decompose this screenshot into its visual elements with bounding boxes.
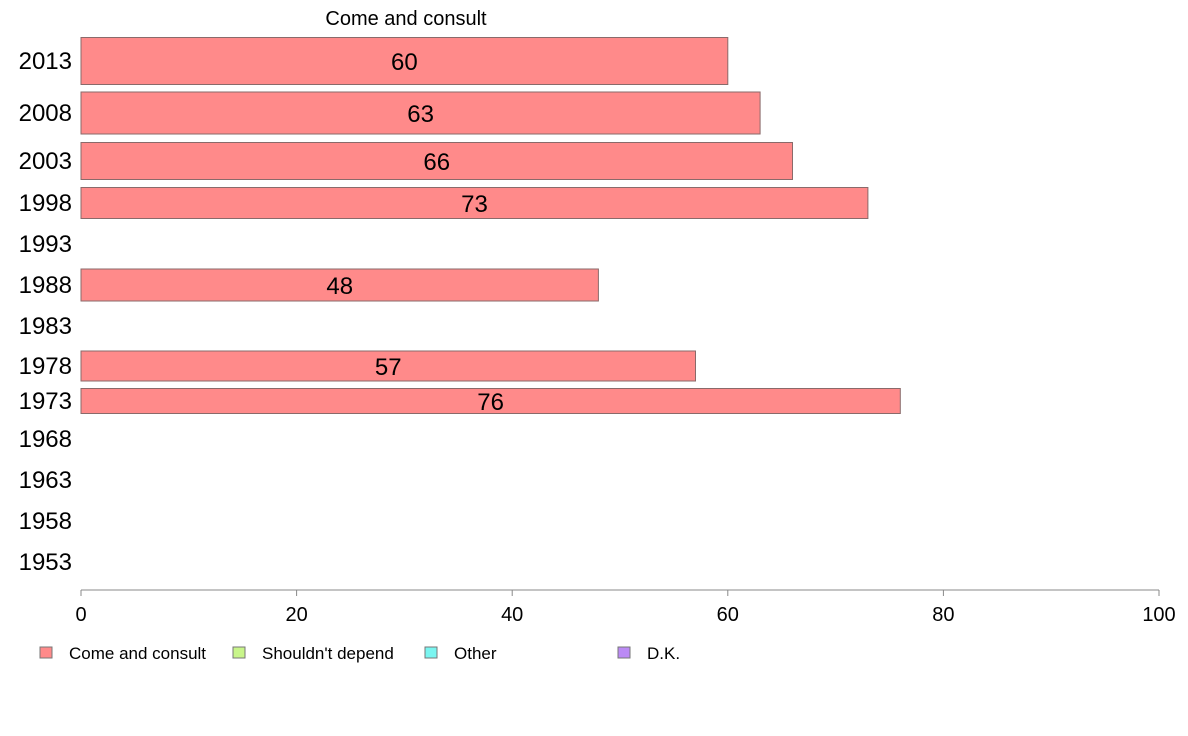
y-tick-label: 1953 bbox=[19, 549, 72, 576]
bar bbox=[80, 142, 793, 180]
y-tick-label: 1963 bbox=[19, 467, 72, 494]
bar bbox=[80, 268, 599, 302]
panel-title: Come and consult bbox=[325, 8, 487, 30]
y-tick-label: 1968 bbox=[19, 426, 72, 453]
legend-label: Come and consult bbox=[69, 644, 206, 663]
x-tick-label: 80 bbox=[932, 604, 954, 626]
y-tick-label: 1973 bbox=[19, 388, 72, 415]
bar-value-label: 73 bbox=[461, 191, 488, 218]
bar bbox=[80, 37, 729, 85]
bar bbox=[80, 350, 696, 382]
x-tick-label: 60 bbox=[717, 604, 739, 626]
bar-value-label: 57 bbox=[375, 354, 402, 381]
x-tick-label: 40 bbox=[501, 604, 523, 626]
bar-value-label: 63 bbox=[407, 101, 434, 128]
bars: 60 63 66 73 48 57 76 bbox=[80, 37, 901, 416]
bar-value-label: 76 bbox=[477, 389, 504, 416]
y-tick-label: 2008 bbox=[19, 100, 72, 127]
bar-value-label: 60 bbox=[391, 49, 418, 76]
legend-label: Shouldn't depend bbox=[262, 644, 394, 663]
legend-swatch bbox=[617, 646, 631, 659]
legend-swatch bbox=[39, 646, 53, 659]
legend-swatch bbox=[232, 646, 246, 659]
y-tick-label: 1998 bbox=[19, 190, 72, 217]
legend-label: Other bbox=[454, 644, 497, 663]
legend: Come and consult Shouldn't depend Other D.K… bbox=[39, 644, 680, 663]
y-tick-label: 2013 bbox=[19, 48, 72, 75]
y-tick-label: 2003 bbox=[19, 148, 72, 175]
y-tick-label: 1958 bbox=[19, 508, 72, 535]
y-tick-label: 1983 bbox=[19, 313, 72, 340]
x-tick-label: 20 bbox=[285, 604, 307, 626]
x-axis: 0 20 40 60 80 100 bbox=[75, 589, 1176, 626]
y-tick-label: 1988 bbox=[19, 272, 72, 299]
legend-swatch bbox=[424, 646, 438, 659]
bar-value-label: 66 bbox=[423, 149, 450, 176]
bar-value-label: 48 bbox=[326, 273, 353, 300]
x-tick-label: 100 bbox=[1142, 604, 1175, 626]
bar bbox=[80, 91, 761, 135]
bar bbox=[80, 187, 869, 219]
y-tick-label: 1978 bbox=[19, 353, 72, 380]
x-tick-label: 0 bbox=[75, 604, 86, 626]
y-axis-labels: 2013 2008 2003 1998 1993 1988 1983 1978 1973 1968… bbox=[19, 48, 72, 576]
y-tick-label: 1993 bbox=[19, 231, 72, 258]
bar bbox=[80, 388, 901, 414]
legend-label: D.K. bbox=[647, 644, 680, 663]
